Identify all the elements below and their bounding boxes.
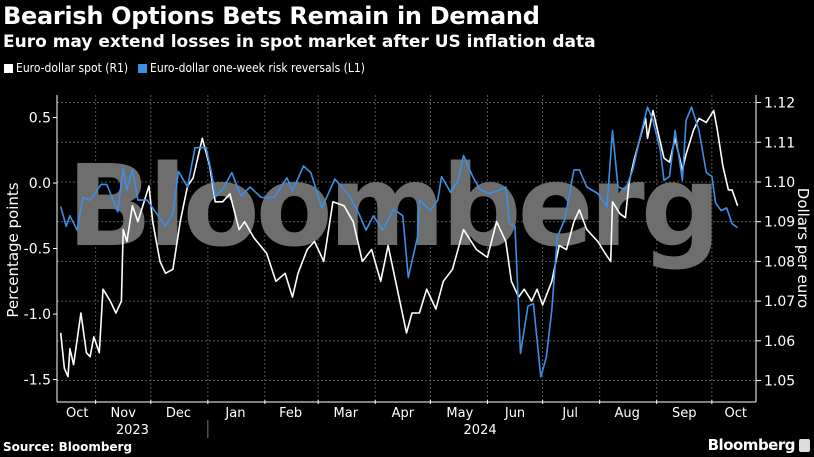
right-tick-label: 1.08 — [764, 254, 795, 270]
month-label: Sep — [672, 406, 697, 421]
watermark: Bloomberg — [67, 142, 717, 272]
legend-item-spot: Euro-dollar spot (R1) — [4, 61, 128, 75]
month-label: Dec — [166, 406, 191, 421]
month-label: Jun — [504, 406, 525, 421]
legend-label: Euro-dollar one-week risk reversals (L1) — [150, 61, 365, 75]
legend-swatch-blue-icon — [138, 64, 148, 73]
left-tick-label: -1.5 — [24, 373, 51, 389]
left-tick-label: 0.5 — [29, 111, 51, 127]
series-line-spot — [59, 109, 739, 378]
legend-swatch-white-icon — [4, 64, 13, 73]
month-label: Oct — [66, 406, 88, 421]
year-label: 2024 — [464, 423, 497, 438]
right-tick-label: 1.06 — [764, 334, 795, 350]
terminal-icon — [799, 438, 810, 452]
right-tick-label: 1.09 — [764, 215, 795, 231]
year-label: 2023 — [116, 423, 149, 438]
left-tick-label: 0.0 — [29, 176, 51, 192]
month-label: Oct — [725, 406, 747, 421]
month-label: Apr — [392, 406, 415, 421]
right-axis-label: Dollars per euro — [794, 188, 812, 308]
left-tick-label: -1.0 — [24, 307, 51, 323]
chart-subtitle: Euro may extend losses in spot market af… — [3, 32, 596, 52]
legend: Euro-dollar spot (R1) Euro-dollar one-we… — [4, 61, 365, 75]
month-label: Nov — [111, 406, 137, 421]
left-axis-label: Percentage points — [4, 182, 22, 317]
month-label: Jul — [561, 406, 578, 421]
month-label: Feb — [279, 406, 302, 421]
right-tick-label: 1.07 — [764, 294, 795, 310]
chart-title: Bearish Options Bets Remain in Demand — [3, 2, 540, 30]
legend-label: Euro-dollar spot (R1) — [16, 61, 129, 75]
right-tick-label: 1.05 — [764, 374, 795, 390]
right-tick-label: 1.10 — [764, 175, 795, 191]
right-tick-label: 1.11 — [764, 135, 795, 151]
logo-text: Bloomberg — [707, 436, 796, 454]
month-label: Aug — [615, 406, 640, 421]
month-label: May — [446, 406, 473, 421]
left-tick-label: -0.5 — [24, 242, 51, 258]
bloomberg-logo: Bloomberg — [708, 436, 810, 454]
legend-item-risk-reversals: Euro-dollar one-week risk reversals (L1) — [138, 61, 365, 75]
series-line-risk-reversals — [59, 106, 739, 378]
month-label: Jan — [224, 406, 245, 421]
source-note: Source: Bloomberg — [3, 440, 133, 454]
month-label: Mar — [334, 406, 359, 421]
right-tick-label: 1.12 — [764, 96, 795, 112]
